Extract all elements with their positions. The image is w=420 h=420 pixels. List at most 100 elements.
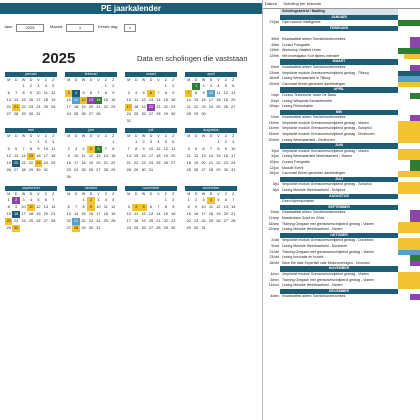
day-cell[interactable]: 20 [223,212,228,216]
day-cell[interactable]: 3 [149,140,153,144]
day-cell[interactable]: 18 [81,161,86,165]
day-cell[interactable] [12,139,19,146]
day-cell[interactable]: 20 [66,219,71,223]
day-cell[interactable]: 12 [36,205,41,209]
day-cell[interactable]: 15 [27,153,35,160]
day-cell[interactable] [50,167,57,174]
day-cell[interactable] [110,174,117,181]
day-cell[interactable]: 20 [12,160,20,167]
day-cell[interactable] [110,111,117,118]
schedule-row[interactable]: 16/sep Training Omgaan met grensoverschri… [263,221,420,228]
day-cell[interactable]: 22 [194,105,199,109]
day-cell[interactable]: 5 [37,198,40,202]
day-cell[interactable]: 8 [82,205,85,209]
day-cell[interactable]: 11 [134,212,139,216]
schedule-row[interactable]: 18/mrt Lezing Weerbaarheid in Tilburg [263,76,420,82]
schedule-row[interactable]: 28/okt Save the date Expertise cafe Motor… [263,260,420,267]
day-cell[interactable]: 30 [66,175,71,179]
day-cell[interactable]: 2 [195,198,198,202]
day-cell[interactable]: 31 [36,112,41,116]
day-cell[interactable] [207,225,214,232]
day-cell[interactable]: 5 [195,147,198,151]
day-cell[interactable]: 2 [12,197,20,204]
day-cell[interactable]: 15 [111,154,116,158]
day-cell[interactable]: 27 [43,219,48,223]
day-cell[interactable]: 7 [157,91,160,95]
day-cell[interactable]: 15 [194,98,199,102]
schedule-row[interactable]: 6/mrt Kwartaaltest alleen Toezichtonderzo… [263,64,420,71]
schedule-row[interactable]: 10/apr Lezing Filmindustrie [263,104,420,110]
day-cell[interactable]: 17 [148,154,154,158]
day-cell[interactable]: 30 [12,225,20,232]
day-cell[interactable]: 26 [88,168,94,172]
day-cell[interactable]: 28 [126,168,131,172]
schedule-row[interactable]: 2/okt Verplichte module Grensoverschrijde… [263,238,420,244]
schedule-row[interactable]: 4/dec Kwartaaltest alleen Toezichtonderzo… [263,294,420,300]
day-cell[interactable]: 14 [94,97,103,104]
day-cell[interactable]: 24 [66,112,71,116]
day-cell[interactable]: 23 [66,168,71,172]
day-cell[interactable]: 23 [171,105,176,109]
day-cell[interactable]: 8 [164,205,167,209]
day-cell[interactable]: 26 [141,112,146,116]
day-cell[interactable]: 16 [201,98,206,102]
day-cell[interactable]: 4 [132,204,140,211]
day-cell[interactable] [72,174,79,181]
day-cell[interactable] [155,197,162,204]
day-cell[interactable]: 13 [231,91,236,95]
day-cell[interactable]: 5 [224,84,227,88]
day-cell[interactable]: 4 [29,198,33,202]
day-cell[interactable]: 17 [208,98,214,102]
day-cell[interactable]: 23 [28,105,34,109]
day-cell[interactable]: 11 [72,97,80,104]
day-cell[interactable]: 20 [201,161,206,165]
schedule-row[interactable]: 22/sep Lezing Mentale Weerbaarheid - Vian… [263,227,420,233]
day-cell[interactable]: 25 [216,105,221,109]
day-cell[interactable]: 25 [74,112,79,116]
schedule-row[interactable]: 13/mrt Verplichte module Grensoverschrijd… [263,70,420,77]
schedule-row[interactable]: 13/mei Verplichte module Grensoverschrijd… [263,120,420,127]
day-cell[interactable] [125,197,132,204]
day-cell[interactable]: 25 [156,161,161,165]
day-cell[interactable]: 28 [21,168,26,172]
day-cell[interactable]: 23 [223,161,228,165]
day-cell[interactable]: 8 [104,91,107,95]
day-cell[interactable]: 19 [51,98,56,102]
day-cell[interactable]: 18 [208,212,214,216]
day-cell[interactable]: 12 [111,205,116,209]
day-cell[interactable]: 13 [66,212,71,216]
day-cell[interactable]: 10 [231,147,236,151]
day-cell[interactable]: 16 [171,98,176,102]
day-cell[interactable]: 12 [194,154,199,158]
day-cell[interactable]: 16 [111,98,116,102]
day-cell[interactable]: 22 [103,105,108,109]
day-cell[interactable]: 11 [43,91,48,95]
day-cell[interactable]: 13 [96,154,101,158]
day-cell[interactable]: 28 [51,219,56,223]
day-cell[interactable]: 18 [134,219,139,223]
day-cell[interactable]: 17 [201,212,206,216]
day-cell[interactable]: 19 [141,219,146,223]
day-cell[interactable]: 21 [231,212,236,216]
day-cell[interactable]: 4 [207,197,215,204]
day-cell[interactable]: 3 [22,198,25,202]
day-cell[interactable]: 2 [87,197,95,204]
day-cell[interactable]: 11 [27,204,35,211]
day-cell[interactable]: 5 [7,147,10,151]
day-cell[interactable] [65,139,72,146]
day-cell[interactable]: 19 [6,161,11,165]
day-cell[interactable]: 17 [74,161,79,165]
day-cell[interactable]: 9 [15,205,18,209]
schedule-row[interactable]: 12/feb Het Investigator Kort tijdens Inte… [263,53,420,60]
day-cell[interactable] [192,139,199,146]
day-cell[interactable]: 4 [82,147,85,151]
day-cell[interactable] [140,197,147,204]
day-cell[interactable]: 24 [208,105,214,109]
day-cell[interactable]: 19 [36,212,41,216]
day-cell[interactable]: 14 [14,98,19,102]
day-cell[interactable]: 14 [156,212,161,216]
day-cell[interactable]: 14 [186,98,191,102]
day-cell[interactable]: 21 [186,105,191,109]
day-cell[interactable]: 24 [21,219,26,223]
day-cell[interactable]: 19 [111,212,116,216]
